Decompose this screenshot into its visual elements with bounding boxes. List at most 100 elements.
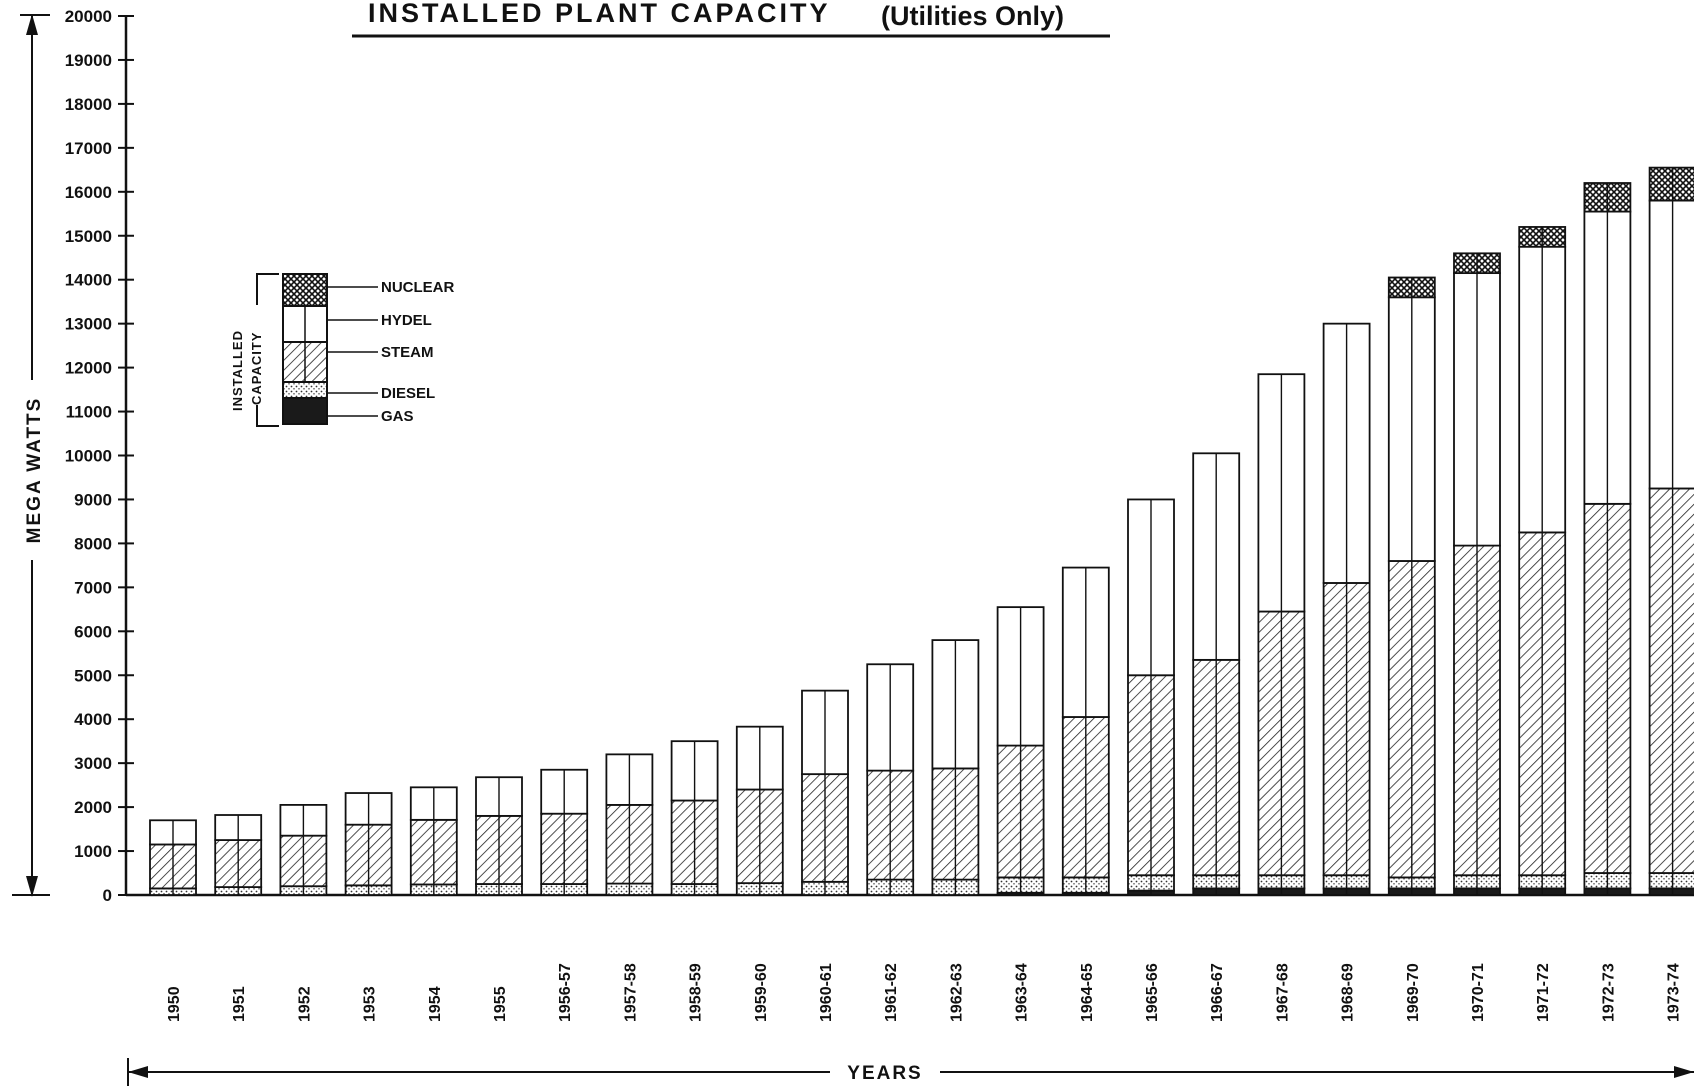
x-tick-label: 1957-58 [622, 963, 639, 1022]
y-tick-label: 20000 [65, 7, 112, 26]
x-tick-label: 1952 [296, 986, 313, 1022]
bar-group [996, 606, 1045, 896]
legend-bracket-mask [248, 305, 266, 405]
bars [149, 166, 1694, 896]
x-tick-label: 1954 [427, 986, 444, 1022]
x-tick-label: 1955 [492, 986, 509, 1022]
y-tick-label: 6000 [74, 622, 112, 641]
y-label-mask [22, 380, 42, 560]
x-tick-label: 1953 [362, 986, 379, 1022]
legend-swatch-diesel [282, 381, 328, 399]
y-tick-label: 15000 [65, 227, 112, 246]
bar-group [1518, 226, 1567, 896]
y-tick-label: 3000 [74, 754, 112, 773]
bar-group [279, 804, 328, 896]
bar-group [540, 768, 589, 896]
x-tick-label: 1966-67 [1209, 963, 1226, 1022]
bar-group [344, 792, 393, 896]
bar-group [1257, 373, 1306, 896]
x-tick-label: 1962-63 [948, 963, 965, 1022]
x-ticks: 1950 1951 1952 1953 1954 1955 1956-57 1957-58 19… [166, 963, 1683, 1022]
x-tick-label: 1973-74 [1666, 963, 1683, 1022]
legend-label-hydel: HYDEL [381, 312, 432, 329]
legend-label-gas: GAS [381, 408, 414, 425]
legend-label-diesel: DIESEL [381, 385, 435, 402]
x-tick-label: 1964-65 [1079, 963, 1096, 1022]
x-tick-label: 1956-57 [557, 963, 574, 1022]
legend-swatch-nuclear [282, 273, 328, 307]
bar-segment-nuclear [1648, 166, 1694, 202]
bar-group [866, 663, 915, 896]
x-tick-label: 1971-72 [1535, 963, 1552, 1022]
x-tick-label: 1961-62 [883, 963, 900, 1022]
y-tick-label: 5000 [74, 666, 112, 685]
chart-subtitle: (Utilities Only) [881, 1, 1064, 31]
x-tick-label: 1965-66 [1144, 963, 1161, 1022]
x-tick-label: 1963-64 [1014, 963, 1031, 1022]
bar-group [931, 639, 980, 896]
bar-group [1387, 276, 1436, 896]
x-label-mask [830, 1060, 940, 1082]
x-axis-label: YEARS [847, 1063, 922, 1084]
legend-label-nuclear: NUCLEAR [381, 279, 454, 296]
y-tick-label: 8000 [74, 534, 112, 553]
legend-group-label-line2: CAPACITY [249, 332, 264, 405]
x-tick-label: 1967-68 [1274, 963, 1291, 1022]
x-range-arrow-right [1674, 1066, 1694, 1078]
bar-group [670, 740, 719, 896]
y-ticks: 0 1000 2000 3000 4000 5000 6000 7000 8000 9000 100… [65, 7, 134, 905]
y-tick-label: 0 [103, 886, 112, 905]
bar-group [214, 814, 263, 896]
y-tick-label: 11000 [66, 403, 112, 422]
bar-group [1127, 498, 1175, 896]
y-tick-label: 9000 [74, 490, 112, 509]
y-tick-label: 4000 [74, 710, 112, 729]
x-tick-label: 1959-60 [753, 963, 770, 1022]
legend: NUCLEAR HYDEL STEAM DIESEL GAS INSTALLED… [230, 273, 454, 427]
y-tick-label: 2000 [74, 798, 112, 817]
x-tick-label: 1958-59 [688, 963, 705, 1022]
bar-group [735, 725, 784, 896]
y-tick-label: 16000 [65, 183, 112, 202]
y-range-arrow-bottom [26, 876, 38, 897]
y-axis-label: MEGA WATTS [24, 397, 45, 544]
x-tick-label: 1968-69 [1340, 963, 1357, 1022]
bar-group [1192, 452, 1241, 896]
bar-group [1648, 166, 1694, 896]
y-tick-label: 17000 [65, 139, 112, 158]
y-range-arrow-top [26, 14, 38, 35]
y-tick-label: 14000 [65, 271, 112, 290]
bar-segment-hydel [1648, 199, 1694, 490]
bar-group [1061, 566, 1110, 896]
y-tick-label: 1000 [74, 842, 112, 861]
bar-group [409, 786, 458, 896]
bar-group [149, 819, 197, 896]
bar-group [1322, 322, 1371, 896]
y-tick-label: 10000 [65, 447, 112, 466]
x-tick-label: 1960-61 [818, 963, 835, 1022]
bar-segment-steam [1648, 487, 1694, 874]
y-tick-label: 7000 [74, 578, 112, 597]
bar-segment-gas [1648, 887, 1694, 896]
legend-group-label-line1: INSTALLED [230, 330, 245, 411]
legend-swatch-gas [282, 397, 328, 425]
x-tick-label: 1951 [231, 986, 248, 1022]
bar-segment-diesel [1648, 872, 1694, 890]
x-tick-label: 1972-73 [1600, 963, 1617, 1022]
bar-group [801, 689, 849, 896]
y-tick-label: 12000 [65, 359, 112, 378]
x-range-arrow-left [128, 1066, 148, 1078]
y-tick-label: 13000 [65, 315, 112, 334]
bar-group [475, 776, 523, 896]
x-tick-label: 1969-70 [1405, 963, 1422, 1022]
bar-group [1453, 252, 1501, 896]
legend-label-steam: STEAM [381, 344, 434, 361]
y-tick-label: 19000 [65, 51, 112, 70]
bar-group [605, 753, 654, 896]
bar-group [1583, 182, 1632, 896]
x-tick-label: 1970-71 [1470, 963, 1487, 1022]
x-tick-label: 1950 [166, 986, 183, 1022]
y-tick-label: 18000 [65, 95, 112, 114]
chart-title: INSTALLED PLANT CAPACITY [368, 0, 831, 28]
